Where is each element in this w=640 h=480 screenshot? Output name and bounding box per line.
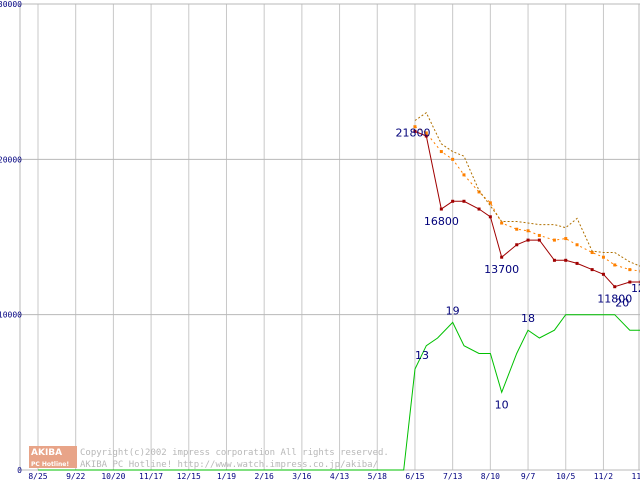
series-line-shop_count: [38, 314, 640, 471]
akiba-logo-box-bottom: [29, 457, 77, 468]
data-label: 10: [495, 398, 509, 411]
point-min_price: [424, 134, 428, 138]
plot-frame: [19, 3, 640, 471]
point-min_price: [613, 285, 617, 289]
x-tick-label: 1/19: [217, 472, 236, 480]
point-avg_price: [515, 227, 519, 231]
y-tick-label: 20000: [0, 155, 22, 164]
akiba-logo-bottom-text: PC Hotline!: [31, 461, 69, 468]
x-tick-label: 11/2: [594, 472, 613, 480]
x-tick-label: 10/20: [101, 472, 125, 480]
point-min_price: [477, 207, 481, 211]
point-min_price: [526, 238, 530, 242]
point-avg_price: [590, 251, 594, 255]
x-tick-label: 9/22: [66, 472, 85, 480]
x-tick-label: 11/17: [139, 472, 163, 480]
y-tick-label: 10000: [0, 311, 22, 320]
akiba-logo-top-text: AKIBA: [31, 448, 62, 458]
x-tick-label: 8/10: [481, 472, 500, 480]
data-label: 19: [446, 304, 460, 317]
point-avg_price: [500, 221, 504, 225]
point-avg_price: [413, 125, 417, 129]
x-tick-label: 5/18: [368, 472, 387, 480]
url-text: AKIBA PC Hotline! http://www.watch.impre…: [80, 460, 378, 470]
y-tick-label: 30000: [0, 0, 22, 9]
x-tick-label: 3/16: [292, 472, 311, 480]
data-label: 20: [615, 297, 629, 310]
point-avg_price: [424, 131, 428, 135]
x-tick-label: 7/13: [443, 472, 462, 480]
point-avg_price: [613, 263, 617, 267]
point-avg_price: [439, 150, 443, 154]
point-min_price: [590, 268, 594, 272]
grid-lines: [19, 3, 640, 471]
x-tick-label: 9/7: [521, 472, 536, 480]
point-min_price: [413, 129, 417, 133]
x-tick-label: 10/5: [556, 472, 575, 480]
akiba-logo-box-top: [29, 446, 77, 457]
point-min_price: [537, 238, 541, 242]
x-tick-label: 4/13: [330, 472, 349, 480]
point-avg_price: [537, 233, 541, 237]
point-avg_price: [628, 268, 632, 272]
point-min_price: [488, 215, 492, 219]
point-min_price: [564, 258, 568, 262]
point-avg_price: [526, 229, 530, 233]
point-avg_price: [575, 243, 579, 247]
data-label: 21800: [395, 126, 430, 139]
x-tick-label: 8/25: [28, 472, 47, 480]
data-label: 13700: [484, 263, 519, 276]
point-avg_price: [451, 157, 455, 161]
x-tick-label: 12/15: [177, 472, 201, 480]
data-label: 18: [521, 312, 535, 325]
point-min_price: [439, 207, 443, 211]
data-label: 13: [415, 349, 429, 362]
point-avg_price: [552, 238, 556, 242]
data-label: 12100: [631, 282, 640, 295]
x-tick-label: 2/16: [255, 472, 274, 480]
x-tick-label: 11/9: [632, 472, 640, 480]
point-min_price: [515, 243, 519, 247]
copyright-text: Copyright(c)2002 impress corporation All…: [80, 448, 389, 458]
chart-marks: [38, 111, 640, 471]
x-tick-label: 6/15: [405, 472, 424, 480]
point-min_price: [628, 280, 632, 284]
series-line-min_price: [414, 130, 640, 288]
point-avg_price: [564, 237, 568, 241]
data-label: 11800: [597, 293, 632, 306]
point-avg_price: [488, 201, 492, 205]
point-min_price: [451, 199, 455, 203]
point-avg_price: [462, 173, 466, 177]
point-min_price: [552, 258, 556, 262]
point-min_price: [462, 199, 466, 203]
series-line-max_price: [414, 111, 640, 267]
point-avg_price: [601, 255, 605, 259]
point-min_price: [500, 255, 504, 259]
series-line-avg_price: [414, 126, 640, 272]
data-label: 16800: [424, 215, 459, 228]
point-min_price: [575, 261, 579, 265]
watermark: AKIBA PC Hotline! Copyright(c)2002 impre…: [29, 446, 389, 470]
point-avg_price: [477, 190, 481, 194]
point-min_price: [601, 272, 605, 276]
y-tick-label: 0: [17, 466, 22, 475]
